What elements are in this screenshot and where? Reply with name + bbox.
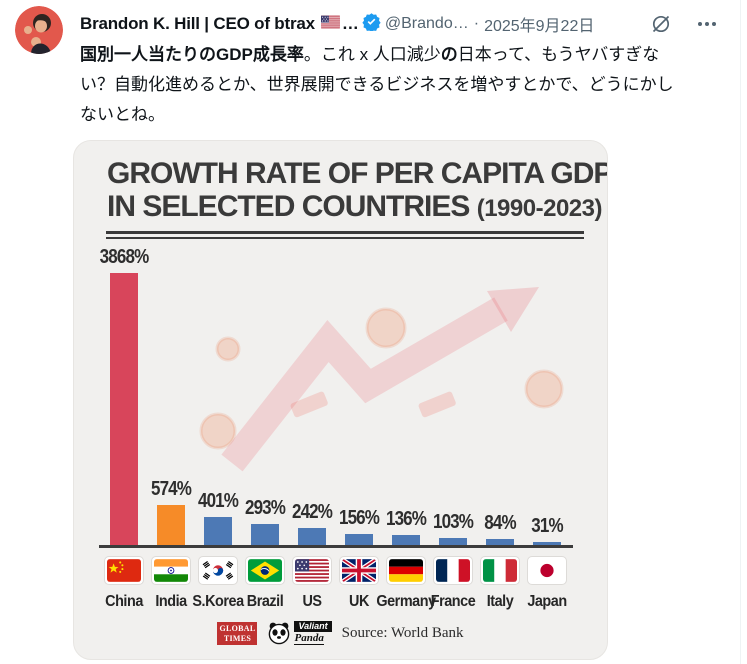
category-label-china: China — [105, 593, 143, 610]
bar-italy — [486, 539, 514, 545]
flag-china — [104, 556, 144, 585]
bar-brazil — [251, 524, 279, 545]
flag-japan — [527, 556, 567, 585]
category-label-skorea: S.Korea — [192, 593, 244, 610]
chart-title-period: (1990-2023) — [476, 195, 603, 222]
header-separator: · — [473, 15, 480, 32]
bar-india — [157, 505, 185, 545]
author-name[interactable]: Brandon K. Hill | CEO of btrax — [80, 14, 315, 33]
column-divider — [740, 0, 741, 664]
avatar[interactable] — [15, 6, 63, 54]
value-label-china: 3868% — [99, 246, 150, 268]
tweet-text-segment: 国別一人当たりのGDP成長率 — [80, 45, 304, 64]
value-label-us: 242% — [291, 501, 333, 523]
bar-japan — [533, 542, 561, 545]
bar-skorea — [204, 517, 232, 545]
tweet-text-segment: 日本って、もうヤバすぎない？自動化進めるとか、世界展開できるビジネスを増やすとか… — [80, 45, 674, 124]
more-options-icon[interactable] — [698, 22, 716, 26]
global-times-logo: GLOBAL TIMES — [217, 621, 258, 645]
category-label-japan: Japan — [527, 593, 567, 610]
flag-us — [292, 556, 332, 585]
author-handle[interactable]: @Brando… — [384, 15, 469, 32]
value-label-germany: 136% — [385, 508, 427, 530]
category-label-germany: Germany — [376, 593, 436, 610]
flag-brazil — [245, 556, 285, 585]
flag-india — [151, 556, 191, 585]
title-double-underline — [106, 231, 584, 239]
tweet-header: Brandon K. Hill | CEO of btrax … — [80, 12, 730, 36]
value-label-brazil: 293% — [244, 497, 286, 519]
chart-title-line1: GROWTH RATE OF PER CAPITA GDP — [107, 157, 608, 190]
flag-france — [433, 556, 473, 585]
value-label-japan: 31% — [531, 515, 563, 537]
x-axis-line — [99, 545, 573, 548]
category-label-uk: UK — [349, 593, 369, 610]
category-label-france: France — [430, 593, 476, 610]
us-flag-emoji — [320, 15, 340, 34]
chart-title-line2: IN SELECTED COUNTRIES — [107, 190, 470, 223]
value-label-india: 574% — [150, 478, 192, 500]
chart-footer: GLOBAL TIMES Valiant Panda Source: World… — [74, 621, 607, 645]
chart-image[interactable]: GROWTH RATE OF PER CAPITA GDP IN SELECTE… — [73, 140, 608, 660]
bar-germany — [392, 535, 420, 545]
bar-us — [298, 528, 326, 545]
value-label-italy: 84% — [484, 512, 516, 534]
bar-china — [110, 273, 138, 545]
tweet-date[interactable]: 2025年9月22日 — [484, 18, 595, 35]
flag-south-korea — [198, 556, 238, 585]
bar-uk — [345, 534, 373, 545]
category-label-brazil: Brazil — [246, 593, 284, 610]
profile-photo — [15, 6, 63, 54]
valiant-panda-logo: Valiant Panda — [267, 621, 332, 645]
grok-slashed-circle-icon[interactable] — [650, 13, 672, 35]
value-label-france: 103% — [432, 511, 474, 533]
category-label-italy: Italy — [486, 593, 514, 610]
chart-source: Source: World Bank — [341, 624, 464, 641]
flag-uk — [339, 556, 379, 585]
flag-italy — [480, 556, 520, 585]
panda-icon — [269, 622, 290, 645]
bar-france — [439, 538, 467, 545]
value-label-skorea: 401% — [197, 490, 239, 512]
category-label-india: India — [155, 593, 187, 610]
verified-badge — [362, 12, 381, 36]
chart-title: GROWTH RATE OF PER CAPITA GDP IN SELECTE… — [107, 157, 608, 225]
value-label-uk: 156% — [338, 507, 380, 529]
flag-germany — [386, 556, 426, 585]
category-label-us: US — [302, 593, 322, 610]
tweet-text-segment: の — [440, 45, 458, 64]
name-truncation: … — [341, 14, 359, 33]
tweet-text-segment: 。これ x 人口減少 — [303, 45, 441, 64]
tweet-text: 国別一人当たりのGDP成長率。これ x 人口減少の日本って、もうヤバすぎない？自… — [80, 40, 680, 130]
